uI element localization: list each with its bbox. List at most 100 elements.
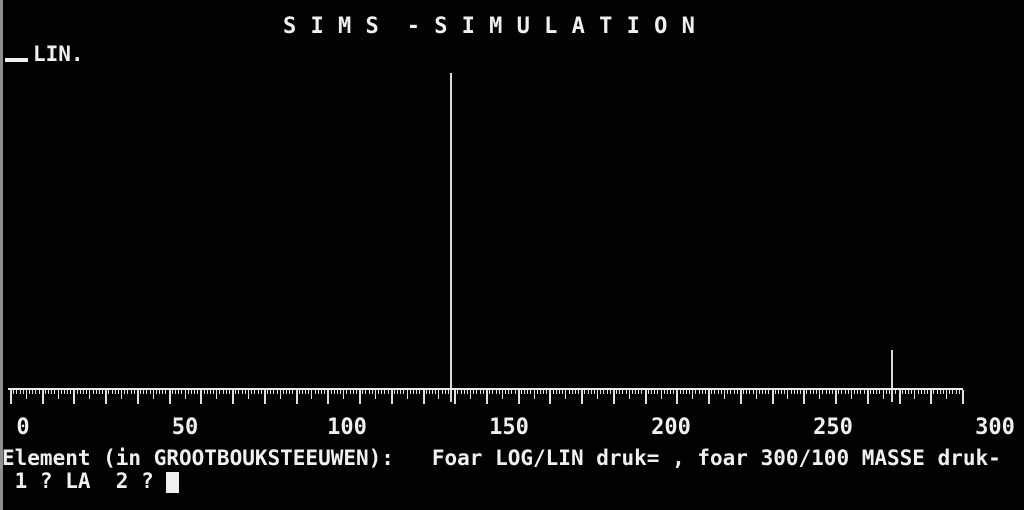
axis-tick (175, 390, 176, 394)
axis-tick (949, 390, 951, 394)
axis-tick (568, 390, 570, 394)
axis-tick (397, 390, 399, 394)
axis-tick (349, 390, 351, 394)
axis-tick (720, 390, 722, 394)
axis-tick (505, 390, 507, 394)
axis-tick (63, 390, 65, 394)
axis-tick (670, 390, 672, 394)
axis-tick-label: 300 (975, 415, 1015, 440)
axis-tick (263, 390, 266, 404)
axis-tick (844, 390, 846, 394)
axis-tick (289, 390, 291, 394)
axis-tick (631, 390, 633, 394)
axis-tick (854, 390, 856, 394)
axis-tick (774, 390, 776, 394)
axis-tick (612, 390, 615, 404)
axis-tick (866, 390, 869, 404)
axis-tick (320, 390, 322, 394)
axis-tick (628, 390, 630, 399)
axis-tick (225, 390, 227, 394)
axis-tick (730, 390, 732, 394)
axis-tick (308, 390, 310, 394)
scale-mode-label: LIN. (33, 42, 84, 66)
axis-tick (257, 390, 259, 394)
axis-tick (384, 390, 386, 394)
axis-tick (324, 390, 326, 394)
axis-tick (765, 390, 767, 394)
axis-tick (35, 390, 37, 394)
axis-tick (209, 390, 211, 394)
axis-tick (616, 390, 618, 394)
axis-tick (48, 390, 50, 394)
axis-tick (219, 390, 221, 394)
axis-tick (152, 390, 154, 399)
axis-tick (314, 390, 316, 394)
lin-cursor-marker (5, 58, 28, 62)
axis-tick (327, 390, 330, 404)
axis-tick (727, 390, 729, 394)
axis-tick (895, 390, 897, 394)
axis-tick (930, 390, 933, 404)
axis-tick (419, 390, 421, 394)
axis-tick (743, 390, 745, 394)
axis-tick (552, 390, 554, 394)
axis-tick (22, 390, 24, 394)
axis-tick-label: 200 (651, 415, 691, 440)
axis-tick (733, 390, 735, 394)
axis-tick (457, 390, 459, 394)
axis-tick (124, 390, 126, 394)
axis-tick (200, 390, 203, 404)
axis-tick (149, 390, 151, 394)
axis-tick (739, 390, 742, 404)
axis-tick (920, 390, 922, 394)
axis-tick (371, 390, 373, 394)
axis-tick (806, 390, 808, 394)
axis-tick (403, 390, 405, 394)
axis-tick (777, 390, 779, 394)
axis-tick (790, 390, 792, 394)
axis-tick (863, 390, 865, 394)
text-cursor[interactable] (166, 472, 180, 493)
axis-tick (159, 390, 161, 394)
axis-tick (416, 390, 418, 394)
axis-tick (73, 390, 76, 404)
axis-tick (67, 390, 69, 394)
axis-tick (435, 390, 437, 394)
axis-tick (869, 390, 871, 394)
axis-tick (581, 390, 584, 404)
axis-tick (140, 390, 142, 394)
axis-tick (911, 390, 913, 394)
axis-tick (54, 390, 56, 394)
x-axis-line (8, 388, 963, 390)
axis-tick (539, 390, 541, 394)
axis-tick (454, 390, 457, 404)
axis-tick-label: 0 (16, 415, 30, 440)
axis-tick (187, 390, 189, 394)
axis-tick (282, 390, 284, 394)
command-input-line[interactable]: 1 ? LA 2 ? (2, 470, 180, 493)
prompt-line: Element (in GROOTBOUKSTEEUWEN): Foar LOG… (2, 446, 1001, 470)
axis-tick (432, 390, 434, 394)
axis-tick (651, 390, 652, 394)
axis-tick (267, 390, 269, 394)
axis-tick (155, 390, 157, 394)
axis-tick (527, 390, 529, 394)
axis-tick (838, 390, 840, 394)
axis-tick (143, 390, 145, 394)
axis-tick (130, 390, 132, 394)
axis-tick (762, 390, 764, 394)
axis-tick (689, 390, 691, 394)
axis-tick (340, 390, 342, 394)
axis-tick (451, 390, 453, 394)
axis-tick (38, 390, 40, 394)
axis-tick (708, 390, 711, 404)
axis-tick (60, 390, 62, 394)
axis-tick (873, 390, 875, 394)
axis-tick (235, 390, 237, 394)
axis-tick (803, 390, 806, 404)
axis-tick (406, 390, 408, 399)
axis-tick (749, 390, 751, 394)
axis-tick (638, 390, 640, 394)
axis-tick (127, 390, 129, 394)
axis-tick (25, 390, 27, 399)
